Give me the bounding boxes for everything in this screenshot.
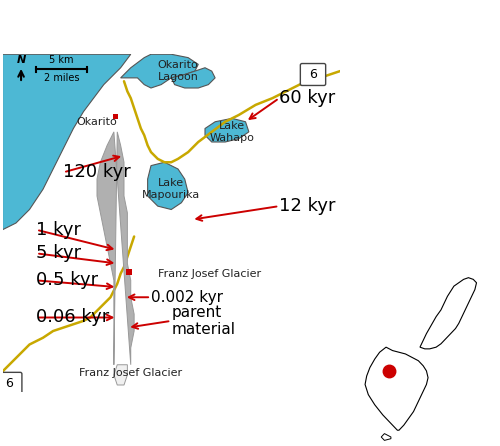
Text: 5 kyr: 5 kyr: [36, 244, 82, 262]
Text: 1 kyr: 1 kyr: [36, 221, 81, 239]
Polygon shape: [171, 68, 215, 88]
Text: parent
material: parent material: [171, 305, 235, 337]
Bar: [126, 269, 132, 275]
Text: 0.06 kyr: 0.06 kyr: [36, 309, 110, 326]
Text: 120 kyr: 120 kyr: [63, 163, 131, 182]
Text: 2 miles: 2 miles: [44, 74, 80, 83]
Text: Franz Josef Glacier: Franz Josef Glacier: [158, 268, 261, 279]
Bar: [113, 114, 118, 120]
Polygon shape: [381, 434, 391, 440]
Polygon shape: [2, 54, 131, 230]
Text: Okarito
Lagoon: Okarito Lagoon: [158, 60, 198, 82]
Polygon shape: [365, 347, 428, 430]
Text: Franz Josef Glacier: Franz Josef Glacier: [79, 368, 182, 378]
Polygon shape: [205, 118, 249, 142]
Text: 6: 6: [6, 377, 13, 390]
Polygon shape: [148, 162, 188, 210]
Polygon shape: [120, 54, 198, 88]
Polygon shape: [420, 278, 476, 349]
Polygon shape: [97, 132, 134, 365]
Text: 60 kyr: 60 kyr: [279, 89, 336, 107]
Text: Lake
Wahapo: Lake Wahapo: [210, 121, 254, 143]
Text: Lake
Mapourika: Lake Mapourika: [142, 178, 201, 200]
FancyBboxPatch shape: [0, 372, 22, 394]
Text: N: N: [16, 55, 26, 65]
Text: 12 kyr: 12 kyr: [279, 197, 336, 215]
Text: 6: 6: [309, 68, 317, 81]
Text: 0.002 kyr: 0.002 kyr: [151, 290, 223, 305]
FancyBboxPatch shape: [300, 63, 326, 86]
Text: 0.5 kyr: 0.5 kyr: [36, 271, 98, 289]
Text: 5 km: 5 km: [50, 55, 74, 66]
Polygon shape: [114, 365, 128, 385]
Text: Okarito: Okarito: [76, 117, 118, 127]
